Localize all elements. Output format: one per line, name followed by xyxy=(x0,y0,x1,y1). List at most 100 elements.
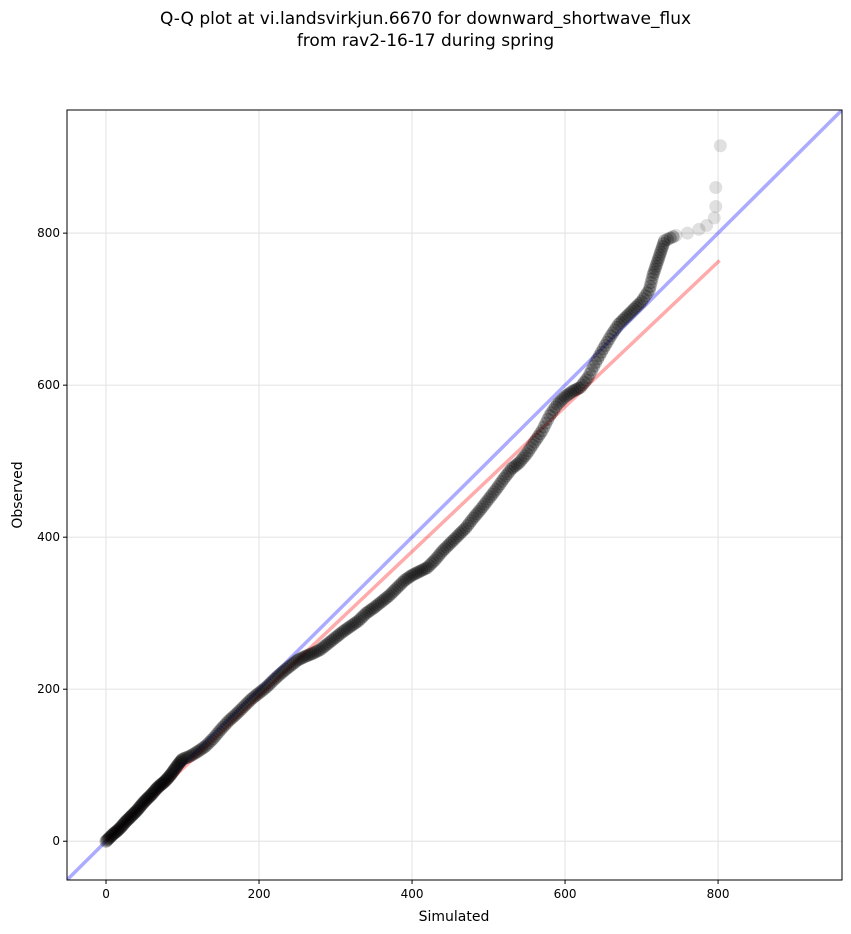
y-axis-label: Observed xyxy=(10,461,26,528)
data-point xyxy=(649,259,663,273)
data-point xyxy=(430,551,444,565)
data-point xyxy=(562,387,576,401)
data-point xyxy=(146,786,160,800)
data-point xyxy=(304,647,318,661)
data-point xyxy=(413,564,427,578)
data-point xyxy=(120,813,134,827)
data-point xyxy=(281,661,295,675)
data-point xyxy=(157,775,171,789)
data-point xyxy=(359,606,373,620)
data-point xyxy=(288,655,302,669)
data-point xyxy=(214,722,228,736)
data-point xyxy=(317,640,331,654)
data-point xyxy=(434,546,448,560)
data-point xyxy=(643,279,657,293)
x-tick-label: 0 xyxy=(102,887,110,901)
data-point xyxy=(560,388,574,402)
data-point xyxy=(468,509,482,523)
data-point xyxy=(145,787,159,801)
data-point xyxy=(132,800,146,814)
data-point xyxy=(332,627,346,641)
data-point xyxy=(112,822,126,836)
y-tick-label: 600 xyxy=(37,378,60,392)
data-point xyxy=(286,656,300,670)
data-point xyxy=(480,495,494,509)
data-point xyxy=(149,783,163,797)
data-point xyxy=(596,342,610,356)
data-point xyxy=(585,363,599,377)
data-point xyxy=(619,310,633,324)
data-point xyxy=(449,531,463,545)
data-point xyxy=(125,809,139,823)
data-point xyxy=(334,626,348,640)
data-point xyxy=(159,773,173,787)
data-point xyxy=(140,792,154,806)
data-point xyxy=(512,456,526,470)
data-point xyxy=(587,359,601,373)
data-point xyxy=(160,772,174,786)
data-point xyxy=(171,758,185,772)
data-point xyxy=(439,540,453,554)
data-point xyxy=(267,672,281,686)
data-point xyxy=(669,228,683,242)
data-point xyxy=(119,814,133,828)
data-point xyxy=(147,785,161,799)
data-point xyxy=(541,412,555,426)
data-point xyxy=(554,393,568,407)
data-point xyxy=(183,749,197,763)
data-point xyxy=(132,802,146,816)
data-point xyxy=(123,810,137,824)
data-point xyxy=(652,251,666,265)
x-tick-label: 800 xyxy=(707,887,730,901)
data-point xyxy=(415,563,429,577)
data-point xyxy=(591,352,605,366)
data-point xyxy=(350,615,364,629)
data-point xyxy=(476,500,490,514)
data-point xyxy=(130,804,144,818)
data-point xyxy=(461,519,475,533)
data-point xyxy=(709,200,723,214)
data-point xyxy=(571,381,585,395)
x-tick-label: 400 xyxy=(401,887,424,901)
data-point xyxy=(142,790,156,804)
data-point xyxy=(241,696,255,710)
data-point xyxy=(353,612,367,626)
data-point xyxy=(447,532,461,546)
data-point xyxy=(666,230,680,244)
data-point xyxy=(625,304,639,318)
data-point xyxy=(117,816,131,830)
data-point xyxy=(133,799,147,813)
data-point xyxy=(340,622,354,636)
data-point xyxy=(223,712,237,726)
data-point xyxy=(187,747,201,761)
data-point xyxy=(535,424,549,438)
data-point xyxy=(411,565,425,579)
data-point xyxy=(158,774,172,788)
data-point xyxy=(315,641,329,655)
data-point xyxy=(369,599,383,613)
data-point xyxy=(453,527,467,541)
data-point xyxy=(165,766,179,780)
data-point xyxy=(161,771,175,785)
data-point xyxy=(290,653,304,667)
data-point xyxy=(485,487,499,501)
data-point xyxy=(137,795,151,809)
data-point xyxy=(514,453,528,467)
data-point xyxy=(407,567,421,581)
data-point xyxy=(589,355,603,369)
data-point xyxy=(216,720,230,734)
data-point xyxy=(169,761,183,775)
data-point xyxy=(113,821,127,835)
data-point xyxy=(173,756,187,770)
data-point xyxy=(424,557,438,571)
data-point xyxy=(633,296,647,310)
data-point xyxy=(527,435,541,449)
data-point xyxy=(306,646,320,660)
grid xyxy=(67,110,842,880)
data-point xyxy=(378,592,392,606)
data-point xyxy=(651,254,665,268)
data-point xyxy=(428,553,442,567)
data-point xyxy=(709,181,723,195)
data-point xyxy=(108,826,122,840)
data-point xyxy=(568,383,582,397)
